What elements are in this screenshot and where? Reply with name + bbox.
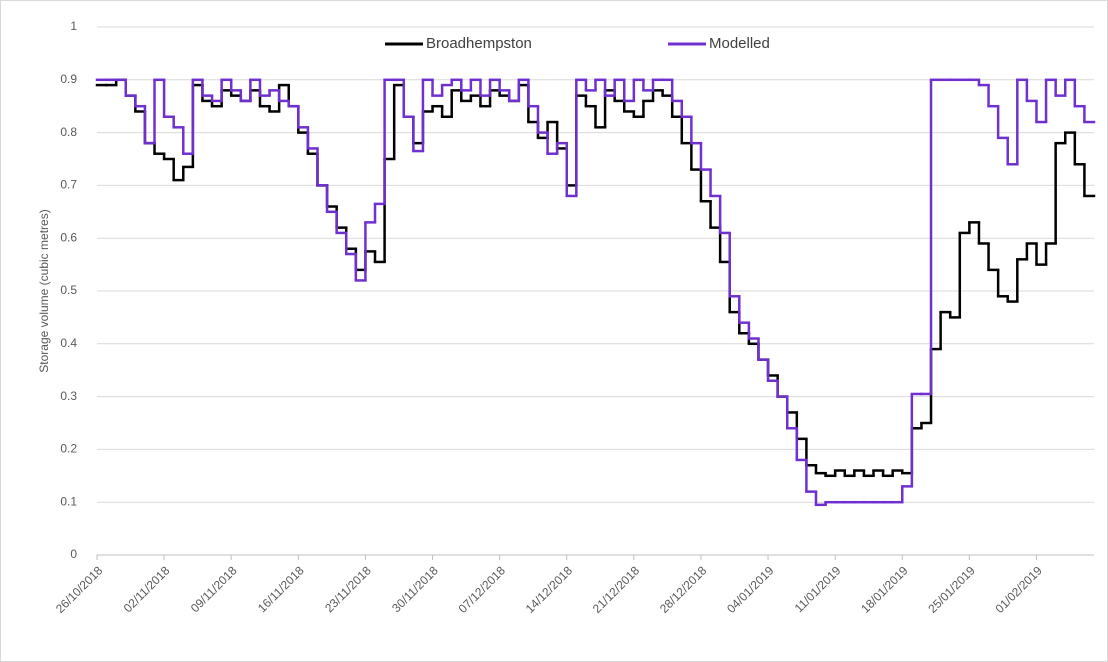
y-axis-title: Storage volume (cubic metres) bbox=[37, 209, 51, 372]
y-tick-label: 0.9 bbox=[60, 72, 77, 86]
y-tick-label: 0 bbox=[70, 547, 77, 561]
y-tick-label: 0.2 bbox=[60, 442, 77, 456]
y-tick-label: 0.4 bbox=[60, 336, 77, 350]
y-tick-label: 0.7 bbox=[60, 178, 77, 192]
legend-label: Modelled bbox=[709, 35, 770, 52]
y-tick-label: 0.8 bbox=[60, 125, 77, 139]
y-tick-label: 1 bbox=[70, 19, 77, 33]
y-tick-label: 0.3 bbox=[60, 389, 77, 403]
y-tick-label: 0.1 bbox=[60, 494, 77, 508]
legend-label: Broadhempston bbox=[426, 35, 532, 52]
y-tick-label: 0.5 bbox=[60, 283, 77, 297]
y-tick-label: 0.6 bbox=[60, 230, 77, 244]
